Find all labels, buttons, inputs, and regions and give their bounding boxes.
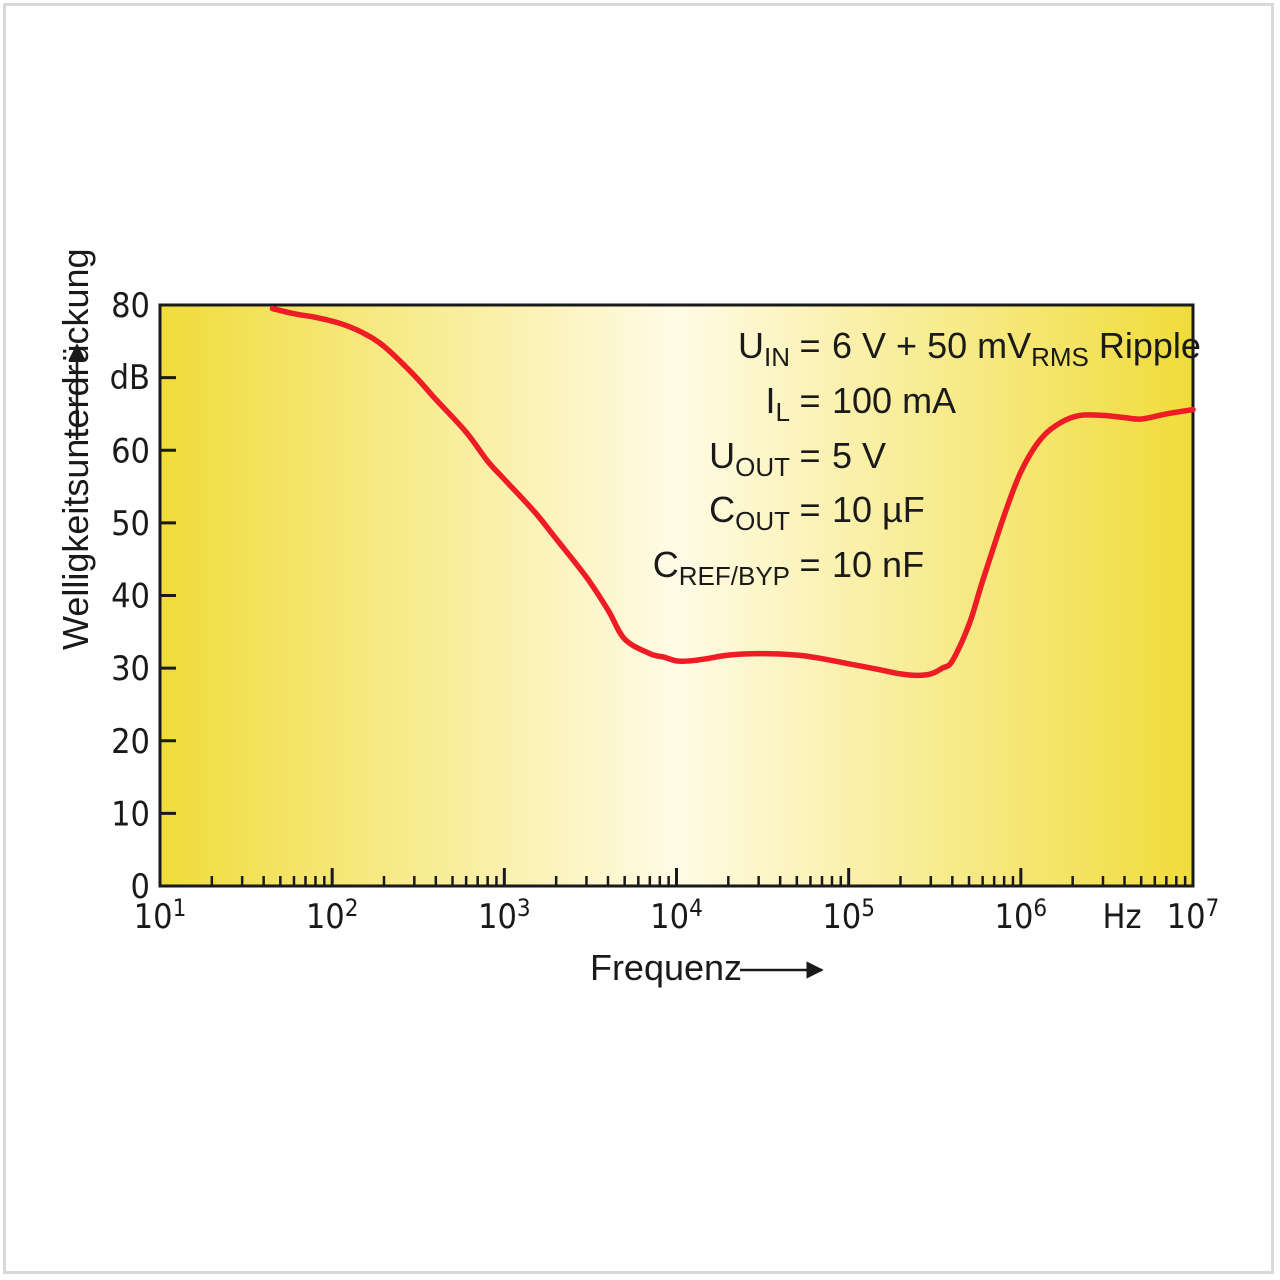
- y-tick-label: 50: [111, 504, 150, 544]
- y-unit-label: dB: [110, 358, 150, 398]
- y-axis-title: Welligkeitsunterdrückung: [55, 248, 96, 650]
- x-axis-ticks: 101 102 103 104 105 106 107: [134, 868, 1220, 937]
- condition-equals: =: [799, 435, 820, 476]
- y-tick-label: 20: [111, 722, 150, 762]
- y-tick-label: 80: [111, 286, 150, 326]
- y-tick-label: 60: [111, 431, 150, 471]
- condition-equals: =: [799, 325, 820, 366]
- condition-value: 5 V: [832, 435, 886, 476]
- condition-name: CREF/BYP: [653, 544, 790, 591]
- y-tick-label: 30: [111, 649, 150, 689]
- condition-name: UIN: [738, 325, 790, 372]
- x-tick-label: 101: [134, 894, 187, 937]
- condition-name: UOUT: [709, 435, 790, 482]
- x-tick-label: 105: [822, 894, 875, 937]
- condition-value: 10 nF: [832, 544, 924, 585]
- y-tick-label: 40: [111, 577, 150, 617]
- plot-area-background: [160, 305, 1193, 886]
- x-tick-label: 103: [478, 894, 531, 937]
- y-tick-label: 10: [111, 794, 150, 834]
- y-tick-label: 0: [131, 867, 150, 907]
- condition-value: 100 mA: [832, 380, 956, 421]
- condition-name: COUT: [709, 489, 790, 536]
- x-tick-label: 102: [306, 894, 359, 937]
- y-axis-ticks: 0 10 20 30 40 50 60 80: [111, 286, 176, 907]
- condition-equals: =: [799, 380, 820, 421]
- x-tick-label: 104: [650, 894, 703, 937]
- condition-equals: =: [799, 544, 820, 585]
- condition-value: 6 V + 50 mVRMS Ripple: [832, 325, 1201, 372]
- condition-value: 10 µF: [832, 489, 925, 530]
- y-axis-title-group: Welligkeitsunterdrückung: [55, 248, 96, 650]
- x-axis-title: Frequenz: [590, 947, 742, 988]
- x-tick-label: 106: [995, 894, 1048, 937]
- series-line: [269, 305, 1196, 679]
- condition-name: IL: [766, 380, 790, 427]
- condition-equals: =: [799, 489, 820, 530]
- x-tick-label: 107: [1167, 894, 1220, 937]
- x-unit-label: Hz: [1102, 897, 1141, 937]
